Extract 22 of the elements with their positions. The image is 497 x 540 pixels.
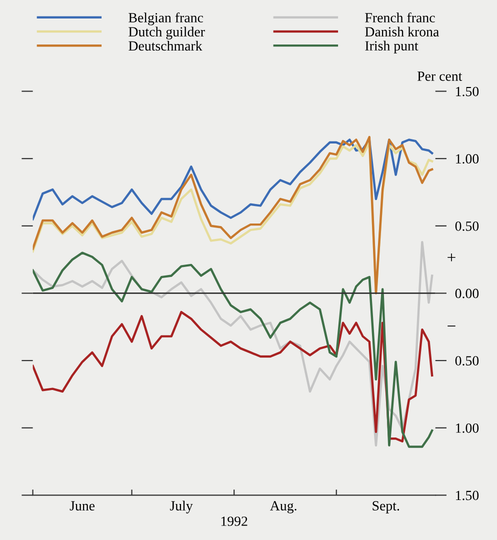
x-tick-label: June — [70, 501, 95, 511]
y-tick-label: 1.50 — [456, 86, 479, 96]
y-tick-label: 1.00 — [456, 154, 479, 164]
line-series — [32, 310, 434, 442]
y-tick-label: 0.50 — [455, 221, 479, 231]
text: + — [448, 253, 456, 262]
legend-label: Dutch guilder — [128, 26, 205, 40]
legend-label: Irish punt — [365, 40, 418, 54]
x-tick-label: Aug. — [270, 501, 296, 514]
legend-label: French franc — [365, 12, 435, 22]
x-tick-label: July — [170, 500, 193, 514]
legend-label: Belgian franc — [128, 12, 204, 26]
y-tick-label: 1.50 — [456, 490, 479, 500]
legend-label: Danish krona — [365, 26, 439, 36]
y-tick-label: 0.00 — [455, 288, 479, 298]
y-tick-label: 0.50 — [455, 356, 479, 366]
legend-label: Deutschmark — [128, 40, 202, 51]
y-axis-title: Per cent — [417, 72, 462, 81]
line-series — [32, 138, 434, 220]
x-tick-label: Sept. — [372, 501, 400, 514]
y-tick-label: 1.00 — [456, 423, 479, 433]
x-axis-title: 1992 — [221, 516, 248, 526]
